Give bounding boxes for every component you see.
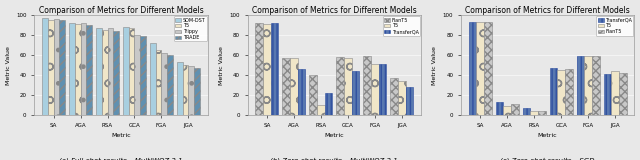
Title: Comparison of Metrics for Different Models: Comparison of Metrics for Different Mode… [252,6,417,15]
Bar [577,56,584,115]
Bar [255,23,263,115]
Bar [611,71,619,115]
Bar [42,18,48,115]
X-axis label: Metric: Metric [538,133,557,138]
Bar [108,28,113,115]
Bar [476,22,484,115]
Bar [550,68,557,115]
Bar [538,111,546,115]
Bar [565,69,573,115]
Bar [337,57,344,115]
Bar [60,20,65,115]
Bar [167,55,173,115]
Bar [86,25,92,115]
Y-axis label: Metric Value: Metric Value [219,46,224,85]
Bar [364,56,371,115]
Bar [324,93,332,115]
Bar [129,28,134,115]
Bar [557,70,565,115]
X-axis label: Metric: Metric [111,133,131,138]
Bar [584,56,592,115]
Bar [298,69,305,115]
Bar [469,22,476,115]
Bar [496,102,504,115]
Bar [317,105,324,115]
Bar [351,71,359,115]
Bar [194,68,200,115]
Bar [150,43,156,115]
Title: Comparison of Metrics for Different Models: Comparison of Metrics for Different Mode… [38,6,204,15]
Bar [484,22,492,115]
Bar [188,66,194,115]
Bar [48,20,54,115]
Bar [406,87,413,115]
Bar [290,58,298,115]
Y-axis label: Metric Value: Metric Value [432,46,437,85]
Bar [282,58,290,115]
Bar [379,64,387,115]
Text: (a) Full-shot results – MultiWOZ 2.1: (a) Full-shot results – MultiWOZ 2.1 [60,157,183,160]
Bar [604,74,611,115]
Bar [309,75,317,115]
Bar [390,78,398,115]
Legend: TransferQA, T5, FlanT5: TransferQA, T5, FlanT5 [596,16,634,36]
Bar [54,19,60,115]
Bar [182,65,188,115]
Bar [75,24,81,115]
X-axis label: Metric: Metric [324,133,344,138]
Bar [271,23,278,115]
Bar [592,56,600,115]
Bar [511,104,518,115]
Bar [102,30,108,115]
Bar [344,58,351,115]
Y-axis label: Metric Value: Metric Value [6,46,10,85]
Bar [161,53,167,115]
Bar [113,31,119,115]
Bar [398,81,406,115]
Bar [81,23,86,115]
Bar [371,64,379,115]
Bar [263,24,271,115]
Bar [619,73,627,115]
Legend: SOM-DST, T5, Trippy, TRADE: SOM-DST, T5, Trippy, TRADE [174,16,207,41]
Bar [504,106,511,115]
Bar [156,50,161,115]
Bar [140,36,146,115]
Bar [523,108,531,115]
Bar [531,111,538,115]
Bar [123,27,129,115]
Legend: FlanT5, T5, TransferQA: FlanT5, T5, TransferQA [383,16,420,36]
Title: Comparison of Metrics for Different Models: Comparison of Metrics for Different Mode… [465,6,630,15]
Bar [69,23,75,115]
Bar [134,35,140,115]
Bar [96,28,102,115]
Bar [177,62,182,115]
Text: (b) Zero-shot results – MultiWOZ 2.1: (b) Zero-shot results – MultiWOZ 2.1 [271,157,398,160]
Text: (c) Zero-shot results – SGD: (c) Zero-shot results – SGD [500,157,595,160]
